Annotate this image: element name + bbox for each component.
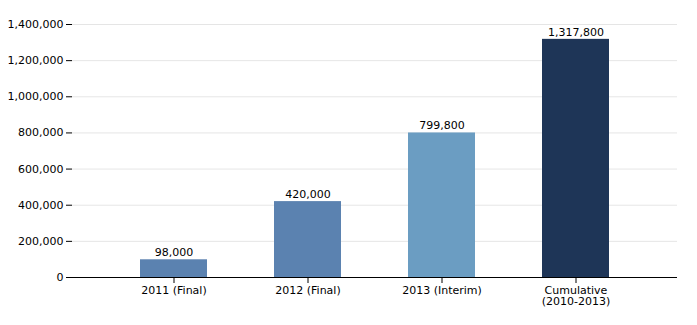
svg-text:1,200,000: 1,200,000: [8, 54, 64, 67]
svg-text:600,000: 600,000: [18, 163, 64, 176]
svg-text:1,317,800: 1,317,800: [548, 26, 604, 39]
svg-text:1,000,000: 1,000,000: [8, 90, 64, 103]
svg-text:800,000: 800,000: [18, 126, 64, 139]
svg-text:2012 (Final): 2012 (Final): [275, 284, 340, 297]
svg-text:200,000: 200,000: [18, 235, 64, 248]
svg-text:400,000: 400,000: [18, 199, 64, 212]
svg-text:98,000: 98,000: [155, 246, 194, 259]
svg-text:Cumulative(2010-2013): Cumulative(2010-2013): [542, 284, 611, 308]
svg-text:420,000: 420,000: [285, 188, 331, 201]
svg-text:2011 (Final): 2011 (Final): [141, 284, 206, 297]
svg-text:0: 0: [57, 271, 64, 284]
svg-text:799,800: 799,800: [419, 119, 465, 132]
svg-text:2013 (Interim): 2013 (Interim): [402, 284, 482, 297]
svg-text:1,400,000: 1,400,000: [8, 18, 64, 31]
